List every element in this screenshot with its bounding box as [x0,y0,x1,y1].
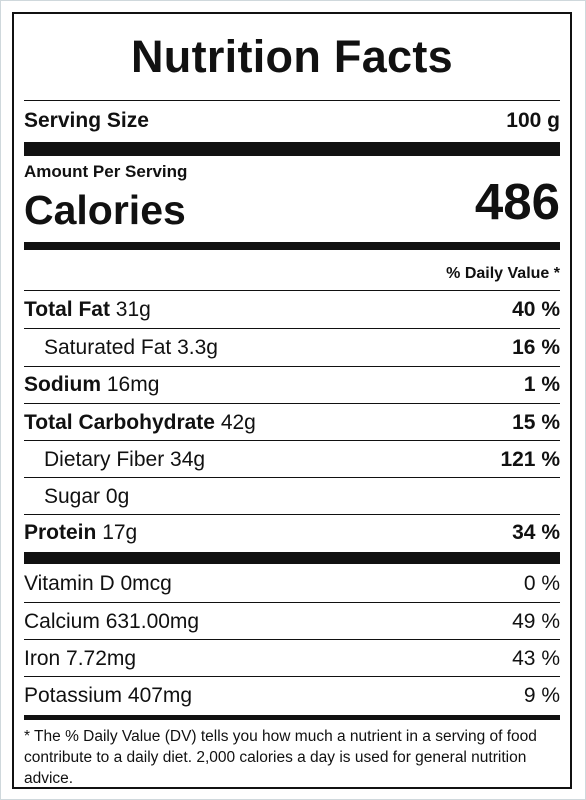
nutrition-facts-label: Nutrition Facts Serving Size 100 g Amoun… [12,12,572,789]
nutrient-amount: 16mg [106,373,160,396]
serving-size-value: 100 g [506,109,560,132]
nutrient-row-protein: Protein 17g 34 % [24,515,560,551]
divider [24,514,560,515]
vitamin-dv: 43 % [512,646,560,670]
divider [24,100,560,101]
nutrient-amount: 42g [220,410,256,434]
divider [24,328,560,329]
vitamin-row-iron: Iron 7.72mg 43 % [24,640,560,677]
vitamin-dv: 0 % [523,572,560,595]
divider-thick [24,142,560,156]
amount-per-serving-label: Amount Per Serving [24,162,188,181]
nutrient-row-sodium: Sodium 16mg 1 % [24,367,560,403]
label-title: Nutrition Facts [130,31,453,82]
nutrient-name: Saturated Fat [44,335,172,359]
nutrient-dv: 15 % [512,410,560,434]
nutrient-name: Dietary Fiber [44,447,165,471]
nutrient-name: Sugar [44,484,101,508]
divider [24,676,560,677]
vitamin-amount: 407mg [127,683,193,707]
divider [24,602,560,603]
nutrient-dv: 1 % [523,373,560,396]
nutrient-row-total-carbohydrate: Total Carbohydrate 42g 15 % [24,404,560,441]
nutrient-row-total-fat: Total Fat 31g 40 % [24,292,560,328]
divider [24,290,560,291]
divider [24,639,560,640]
vitamin-row-potassium: Potassium 407mg 9 % [24,677,560,714]
vitamin-name: Calcium [24,609,100,633]
vitamin-name: Iron [24,646,61,670]
divider [24,403,560,404]
serving-size-label: Serving Size [24,109,149,132]
calories-value: 486 [474,173,560,230]
vitamin-dv: 9 % [523,683,560,707]
divider [24,440,560,441]
divider-thick [24,552,560,564]
nutrient-name: Total Fat [24,298,110,321]
vitamin-name: Potassium [24,683,123,707]
nutrient-name: Sodium [24,373,101,396]
divider [24,477,560,478]
vitamin-amount: 631.00mg [105,609,200,633]
vitamin-amount: 0mcg [120,572,172,595]
daily-value-footnote: * The % Daily Value (DV) tells you how m… [24,728,537,787]
divider-thick [24,242,560,250]
daily-value-header: % Daily Value * [446,265,560,282]
vitamin-name: Vitamin D [24,572,115,595]
vitamin-amount: 7.72mg [66,646,137,670]
nutrient-row-dietary-fiber: Dietary Fiber 34g 121 % [24,441,560,478]
serving-size-row: Serving Size 100 g [24,105,560,137]
nutrient-row-saturated-fat: Saturated Fat 3.3g 16 % [24,329,560,366]
nutrient-amount: 34g [170,447,206,471]
nutrient-amount: 17g [102,521,138,544]
nutrient-amount: 31g [115,298,151,321]
vitamin-dv: 49 % [512,609,560,633]
vitamin-row-vitamin-d: Vitamin D 0mcg 0 % [24,566,560,602]
nutrient-dv: 34 % [512,521,560,544]
nutrient-row-sugar: Sugar 0g [24,478,560,515]
vitamin-row-calcium: Calcium 631.00mg 49 % [24,603,560,640]
nutrient-dv: 40 % [512,298,560,321]
divider-mid [24,715,560,720]
nutrient-name: Total Carbohydrate [24,410,215,434]
divider [24,366,560,367]
nutrient-amount: 3.3g [177,335,218,359]
nutrient-name: Protein [24,521,97,544]
calories-label: Calories [24,187,186,233]
nutrient-dv: 121 % [500,447,560,471]
nutrient-dv: 16 % [512,335,560,359]
nutrient-amount: 0g [105,484,130,508]
